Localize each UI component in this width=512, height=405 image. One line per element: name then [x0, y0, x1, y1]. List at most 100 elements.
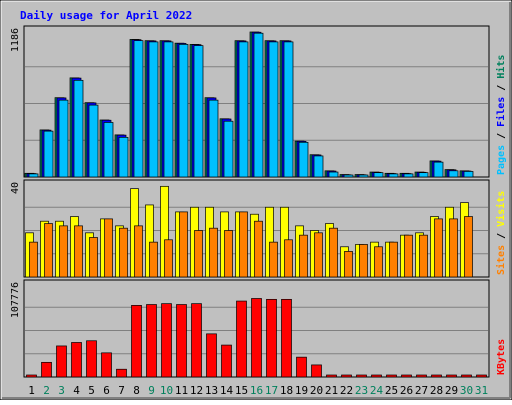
x-tick-label-day-16: 16 [250, 384, 263, 397]
bar-sites-day-17 [269, 241, 278, 278]
x-tick-label-day-3: 3 [58, 384, 65, 397]
bar-sites-day-29 [449, 218, 458, 278]
bar-pages-day-23 [358, 174, 369, 178]
x-tick-label-day-13: 13 [205, 384, 218, 397]
bar-kbytes-day-11 [176, 304, 187, 378]
x-tick-label-day-14: 14 [220, 384, 234, 397]
bar-pages-day-12 [193, 45, 204, 178]
x-tick-label-day-30: 30 [460, 384, 473, 397]
x-tick-label-day-21: 21 [325, 384, 338, 397]
side-label-segment: KBytes [496, 339, 507, 375]
x-tick-label-day-10: 10 [160, 384, 173, 397]
side-label-segment: Pages [496, 145, 507, 175]
bar-pages-day-9 [148, 41, 159, 178]
bar-kbytes-day-26 [401, 374, 412, 378]
x-tick-label-day-7: 7 [118, 384, 125, 397]
bar-kbytes-day-23 [356, 374, 367, 378]
panel-kbytes: 107776 KBytes [10, 279, 507, 378]
bar-pages-day-19 [298, 141, 309, 178]
x-tick-label-day-1: 1 [28, 384, 35, 397]
x-tick-label-day-18: 18 [280, 384, 293, 397]
bar-sites-day-20 [314, 232, 323, 278]
bar-pages-day-27 [418, 172, 429, 178]
bar-pages-day-2 [43, 130, 54, 178]
side-label-segment: Files [495, 97, 507, 127]
bar-pages-day-15 [238, 41, 249, 178]
x-tick-label-day-8: 8 [133, 384, 140, 397]
bar-kbytes-day-13 [206, 333, 217, 378]
bar-sites-day-15 [239, 211, 248, 278]
bar-kbytes-day-14 [221, 344, 232, 378]
bar-kbytes-day-7 [116, 368, 127, 378]
bar-kbytes-day-16 [251, 298, 262, 378]
side-label-segment: Visits [495, 191, 507, 227]
bar-sites-day-30 [464, 216, 473, 278]
bar-kbytes-day-9 [146, 304, 157, 378]
bar-sites-day-14 [224, 230, 233, 278]
bar-sites-day-24 [374, 246, 383, 278]
x-tick-label-day-29: 29 [445, 384, 458, 397]
x-tick-label-day-17: 17 [265, 384, 278, 397]
bar-kbytes-day-27 [416, 374, 427, 378]
x-tick-label-day-6: 6 [103, 384, 110, 397]
bar-sites-day-27 [419, 234, 428, 278]
bar-sites-day-12 [194, 230, 203, 278]
panel-visits: 40 Sites / Visits [10, 179, 507, 278]
bar-kbytes-day-19 [296, 356, 307, 378]
bar-sites-day-3 [59, 225, 68, 278]
bar-sites-day-4 [74, 225, 83, 278]
bar-kbytes-day-30 [461, 374, 472, 378]
bar-kbytes-day-31 [476, 374, 487, 378]
bar-pages-day-20 [313, 155, 324, 178]
bar-pages-day-17 [268, 41, 279, 178]
bar-kbytes-day-17 [266, 298, 277, 378]
bar-pages-day-3 [58, 99, 69, 178]
x-tick-label-day-22: 22 [340, 384, 353, 397]
bar-pages-day-26 [403, 173, 414, 178]
bar-sites-day-28 [434, 218, 443, 278]
bar-kbytes-day-3 [56, 345, 67, 378]
bar-kbytes-day-22 [341, 374, 352, 378]
bar-pages-day-13 [208, 99, 219, 178]
x-tick-label-day-2: 2 [43, 384, 50, 397]
bar-pages-day-30 [463, 171, 474, 178]
bar-sites-day-23 [359, 244, 368, 278]
bar-kbytes-day-5 [86, 340, 97, 378]
bar-sites-day-21 [329, 227, 338, 278]
x-tick-label-day-28: 28 [430, 384, 443, 397]
bar-kbytes-day-12 [191, 303, 202, 378]
x-tick-label-day-27: 27 [415, 384, 428, 397]
bar-kbytes-day-20 [311, 364, 322, 378]
side-label-segment: / [496, 127, 507, 145]
bar-pages-day-18 [283, 41, 294, 178]
panel-kbytes-side-label: KBytes [496, 339, 507, 375]
bar-sites-day-13 [209, 227, 218, 278]
panel-visits-ymax-label: 40 [10, 182, 21, 194]
side-label-segment: / [496, 79, 507, 97]
bar-kbytes-day-25 [386, 374, 397, 378]
panel-hits-ymax-label: 1186 [10, 28, 21, 52]
bar-sites-day-7 [119, 227, 128, 278]
x-tick-label-day-12: 12 [190, 384, 203, 397]
bar-sites-day-10 [164, 239, 173, 278]
bar-kbytes-day-15 [236, 300, 247, 378]
bar-sites-day-19 [299, 234, 308, 278]
bar-kbytes-day-8 [131, 305, 142, 378]
x-tick-label-day-15: 15 [235, 384, 248, 397]
bar-pages-day-7 [118, 136, 129, 178]
bar-pages-day-4 [73, 79, 84, 178]
bar-pages-day-8 [133, 40, 144, 178]
bar-kbytes-day-28 [431, 374, 442, 378]
x-tick-label-day-9: 9 [148, 384, 155, 397]
chart-panels: 1186 Pages / Files / Hits 40 Sites / Visits… [10, 25, 507, 378]
panel-hits: 1186 Pages / Files / Hits [10, 25, 507, 178]
bar-sites-day-22 [344, 251, 353, 278]
bar-kbytes-day-21 [326, 374, 337, 378]
bar-kbytes-day-6 [101, 352, 112, 378]
bar-pages-day-1 [28, 173, 39, 178]
bar-sites-day-26 [404, 234, 413, 278]
bar-pages-day-29 [448, 170, 459, 178]
bar-pages-day-22 [343, 174, 354, 178]
